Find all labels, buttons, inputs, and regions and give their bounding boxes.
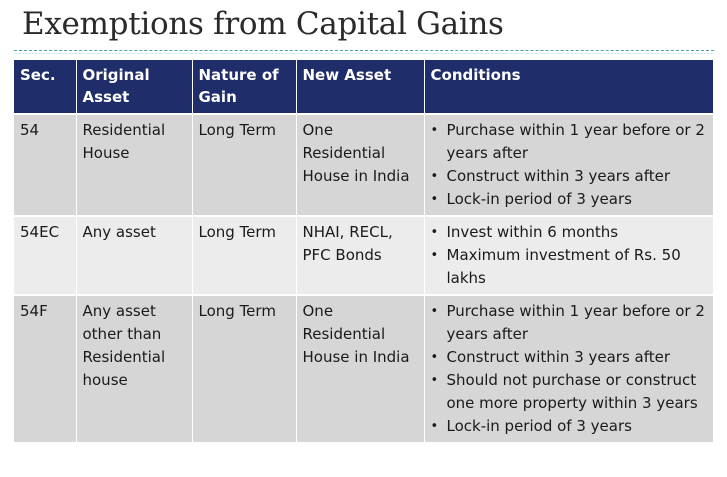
bullet-icon: •: [430, 304, 439, 319]
header-sec: Sec.: [14, 60, 77, 114]
bullet-icon: •: [430, 225, 439, 240]
condition-text: Purchase within 1 year before or 2 years…: [446, 121, 705, 162]
cell-new-asset: One Residential House in India: [296, 113, 425, 216]
table-row: 54EC Any asset Long Term NHAI, RECL, PFC…: [14, 215, 713, 295]
cell-original-asset: Any asset: [76, 215, 193, 295]
cell-conditions: • Purchase within 1 year before or 2 year…: [424, 294, 713, 442]
cell-new-asset: One Residential House in India: [296, 294, 425, 442]
cell-original-asset: Any asset other than Residential house: [76, 294, 193, 442]
bullet-icon: •: [430, 169, 439, 184]
condition-text: Lock-in period of 3 years: [446, 190, 632, 208]
condition-item: • Should not purchase or construct one mo…: [431, 369, 708, 415]
conditions-list: • Purchase within 1 year before or 2 year…: [431, 119, 708, 211]
bullet-icon: •: [430, 248, 439, 263]
cell-sec: 54F: [14, 294, 77, 442]
bullet-icon: •: [430, 192, 439, 207]
exemptions-table: Sec. Original Asset Nature of Gain New A…: [14, 60, 713, 442]
condition-item: • Invest within 6 months: [431, 221, 708, 244]
title-divider-shadow: [14, 53, 714, 54]
header-original-asset: Original Asset: [76, 60, 193, 114]
condition-text: Should not purchase or construct one mor…: [446, 371, 698, 412]
condition-item: • Purchase within 1 year before or 2 year…: [431, 300, 708, 346]
condition-item: • Construct within 3 years after: [431, 346, 708, 369]
bullet-icon: •: [430, 373, 439, 388]
cell-conditions: • Purchase within 1 year before or 2 year…: [424, 113, 713, 216]
condition-text: Construct within 3 years after: [446, 167, 671, 185]
cell-nature-of-gain: Long Term: [192, 215, 297, 295]
cell-nature-of-gain: Long Term: [192, 294, 297, 442]
bullet-icon: •: [430, 350, 439, 365]
condition-item: • Lock-in period of 3 years: [431, 415, 708, 438]
conditions-list: • Purchase within 1 year before or 2 year…: [431, 300, 708, 438]
condition-text: Purchase within 1 year before or 2 years…: [446, 302, 705, 343]
table-header-row: Sec. Original Asset Nature of Gain New A…: [14, 60, 713, 114]
table-row: 54 Residential House Long Term One Resid…: [14, 113, 713, 216]
cell-sec: 54: [14, 113, 77, 216]
cell-sec: 54EC: [14, 215, 77, 295]
condition-text: Maximum investment of Rs. 50 lakhs: [446, 246, 681, 287]
header-conditions: Conditions: [424, 60, 713, 114]
condition-item: • Construct within 3 years after: [431, 165, 708, 188]
bullet-icon: •: [430, 123, 439, 138]
condition-text: Lock-in period of 3 years: [446, 417, 632, 435]
condition-item: • Purchase within 1 year before or 2 year…: [431, 119, 708, 165]
table-row: 54F Any asset other than Residential hou…: [14, 294, 713, 442]
bullet-icon: •: [430, 419, 439, 434]
condition-text: Invest within 6 months: [446, 223, 619, 241]
cell-nature-of-gain: Long Term: [192, 113, 297, 216]
cell-new-asset: NHAI, RECL, PFC Bonds: [296, 215, 425, 295]
title-divider: [14, 50, 714, 51]
cell-original-asset: Residential House: [76, 113, 193, 216]
conditions-list: • Invest within 6 months • Maximum investm…: [431, 221, 708, 290]
cell-conditions: • Invest within 6 months • Maximum investm…: [424, 215, 713, 295]
condition-item: • Maximum investment of Rs. 50 lakhs: [431, 244, 708, 290]
condition-text: Construct within 3 years after: [446, 348, 671, 366]
header-new-asset: New Asset: [296, 60, 425, 114]
header-nature-of-gain: Nature of Gain: [192, 60, 297, 114]
slide-title: Exemptions from Capital Gains: [22, 6, 504, 42]
condition-item: • Lock-in period of 3 years: [431, 188, 708, 211]
